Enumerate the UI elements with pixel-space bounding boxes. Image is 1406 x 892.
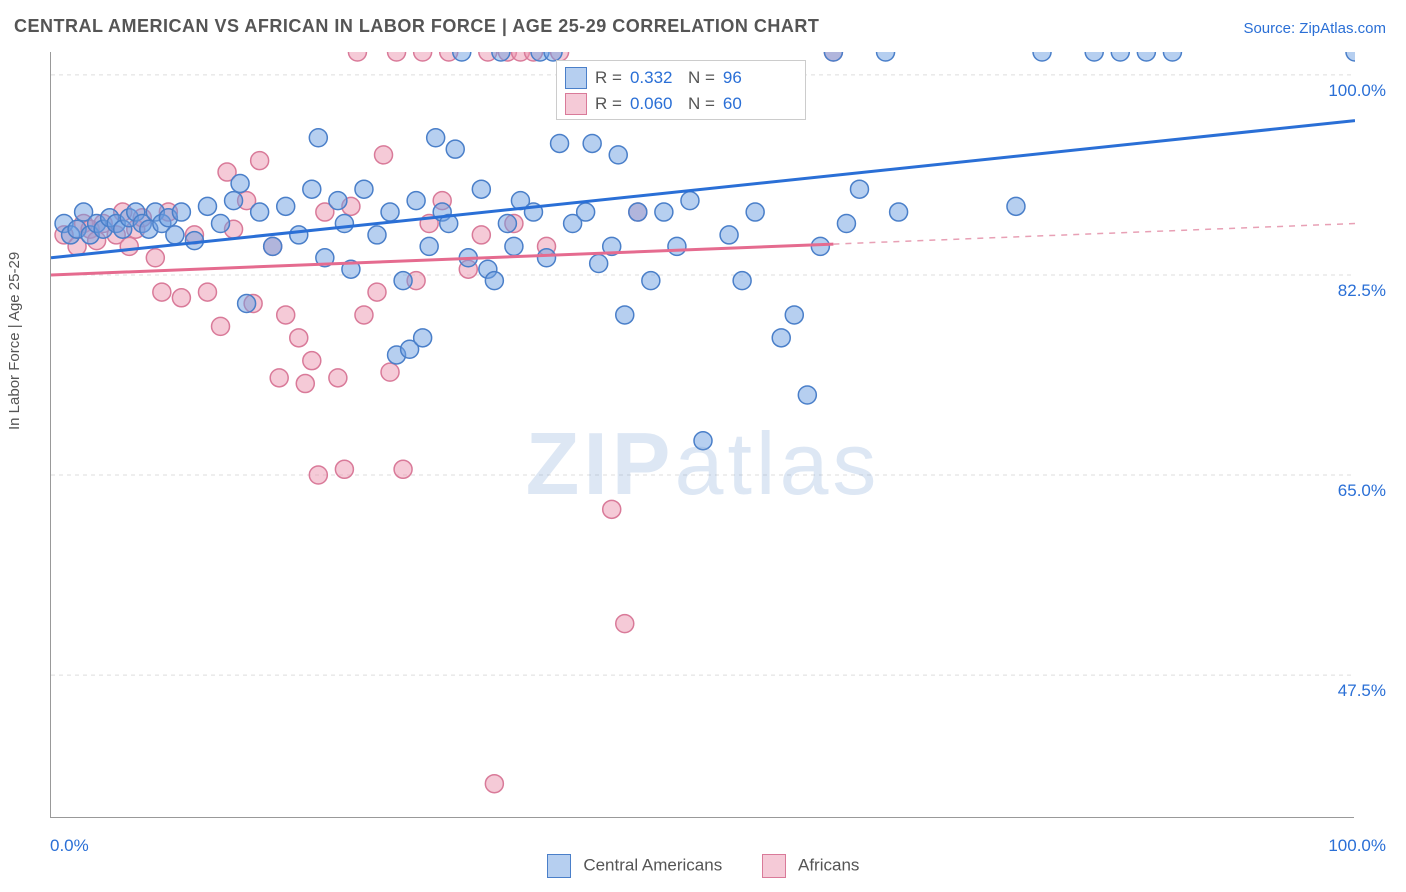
stats-n-value-1: 96 xyxy=(723,68,742,88)
x-tick-label: 0.0% xyxy=(50,836,89,856)
correlation-stats-box: R = 0.332 N = 96 R = 0.060 N = 60 xyxy=(556,60,806,120)
stats-row-africans: R = 0.060 N = 60 xyxy=(565,91,797,117)
legend-item-central-americans: Central Americans xyxy=(547,854,723,878)
legend-item-africans: Africans xyxy=(762,854,859,878)
legend-swatch-africans xyxy=(762,854,786,878)
y-tick-label: 47.5% xyxy=(1338,681,1386,701)
stats-n-value-2: 60 xyxy=(723,94,742,114)
stats-swatch-central-americans xyxy=(565,67,587,89)
legend-label-africans: Africans xyxy=(798,855,859,874)
y-axis-label: In Labor Force | Age 25-29 xyxy=(6,252,23,430)
stats-n-label: N = xyxy=(688,68,715,88)
legend-bottom: Central Americans Africans xyxy=(0,854,1406,878)
stats-r-label: R = xyxy=(595,94,622,114)
stats-swatch-africans xyxy=(565,93,587,115)
stats-r-value-1: 0.332 xyxy=(630,68,680,88)
stats-n-label: N = xyxy=(688,94,715,114)
source-link[interactable]: Source: ZipAtlas.com xyxy=(1243,20,1386,37)
y-tick-label: 82.5% xyxy=(1338,281,1386,301)
y-tick-label: 100.0% xyxy=(1328,81,1386,101)
legend-swatch-central-americans xyxy=(547,854,571,878)
y-tick-label: 65.0% xyxy=(1338,481,1386,501)
stats-r-value-2: 0.060 xyxy=(630,94,680,114)
chart-title: CENTRAL AMERICAN VS AFRICAN IN LABOR FOR… xyxy=(14,16,819,37)
stats-row-central-americans: R = 0.332 N = 96 xyxy=(565,65,797,91)
plot-area xyxy=(50,52,1354,818)
x-tick-label: 100.0% xyxy=(1328,836,1386,856)
legend-label-central-americans: Central Americans xyxy=(583,855,722,874)
stats-r-label: R = xyxy=(595,68,622,88)
